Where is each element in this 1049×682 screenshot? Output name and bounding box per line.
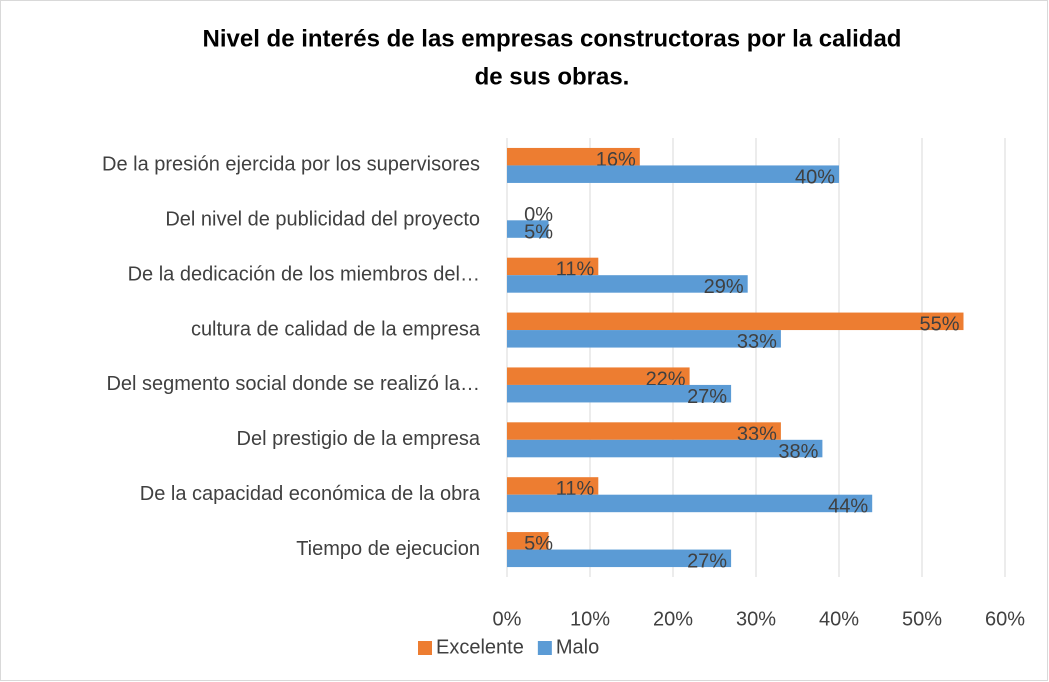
x-tick-label: 0% <box>493 608 522 630</box>
x-tick-label: 40% <box>819 608 859 630</box>
bar <box>507 275 748 293</box>
bar <box>507 422 781 440</box>
chart-title: de sus obras. <box>475 63 630 90</box>
legend-label: Excelente <box>436 636 524 658</box>
y-tick-label: De la presión ejercida por los superviso… <box>102 154 480 176</box>
bar <box>507 532 549 550</box>
x-tick-label: 60% <box>985 608 1025 630</box>
bar <box>507 257 599 276</box>
y-tick-label: Del prestigio de la empresa <box>237 428 481 450</box>
bar <box>507 549 732 568</box>
chart-title: Nivel de interés de las empresas constru… <box>203 25 902 52</box>
y-tick-label: Tiempo de ejecucion <box>296 538 480 560</box>
bar <box>507 439 823 458</box>
data-label: 38% <box>778 441 818 463</box>
x-tick-label: 10% <box>570 608 610 630</box>
data-label: 29% <box>704 276 744 298</box>
x-tick-label: 20% <box>653 608 693 630</box>
x-tick-label: 50% <box>902 608 942 630</box>
bar <box>507 312 964 331</box>
bar <box>507 165 839 183</box>
y-tick-label: Del nivel de publicidad del proyecto <box>165 209 480 231</box>
data-label: 5% <box>524 221 553 243</box>
y-tick-label: cultura de calidad de la empresa <box>191 318 481 340</box>
y-tick-label: Del segmento social donde se realizó la… <box>106 373 480 395</box>
bar <box>507 494 873 513</box>
legend-label: Malo <box>556 636 599 658</box>
legend-swatch <box>418 641 432 655</box>
bar <box>507 384 732 403</box>
data-label: 40% <box>795 166 835 188</box>
data-label: 27% <box>687 386 727 408</box>
y-tick-label: De la capacidad económica de la obra <box>140 483 481 505</box>
bar <box>507 477 599 495</box>
y-tick-label: De la dedicación de los miembros del… <box>128 263 480 285</box>
data-label: 44% <box>828 496 868 518</box>
bar <box>507 147 640 166</box>
x-tick-label: 30% <box>736 608 776 630</box>
bar <box>507 367 690 385</box>
data-label: 27% <box>687 551 727 573</box>
data-label: 33% <box>737 331 777 353</box>
bar <box>507 330 781 348</box>
bar <box>507 220 549 238</box>
data-label: 55% <box>919 314 959 336</box>
legend-swatch <box>537 641 552 655</box>
